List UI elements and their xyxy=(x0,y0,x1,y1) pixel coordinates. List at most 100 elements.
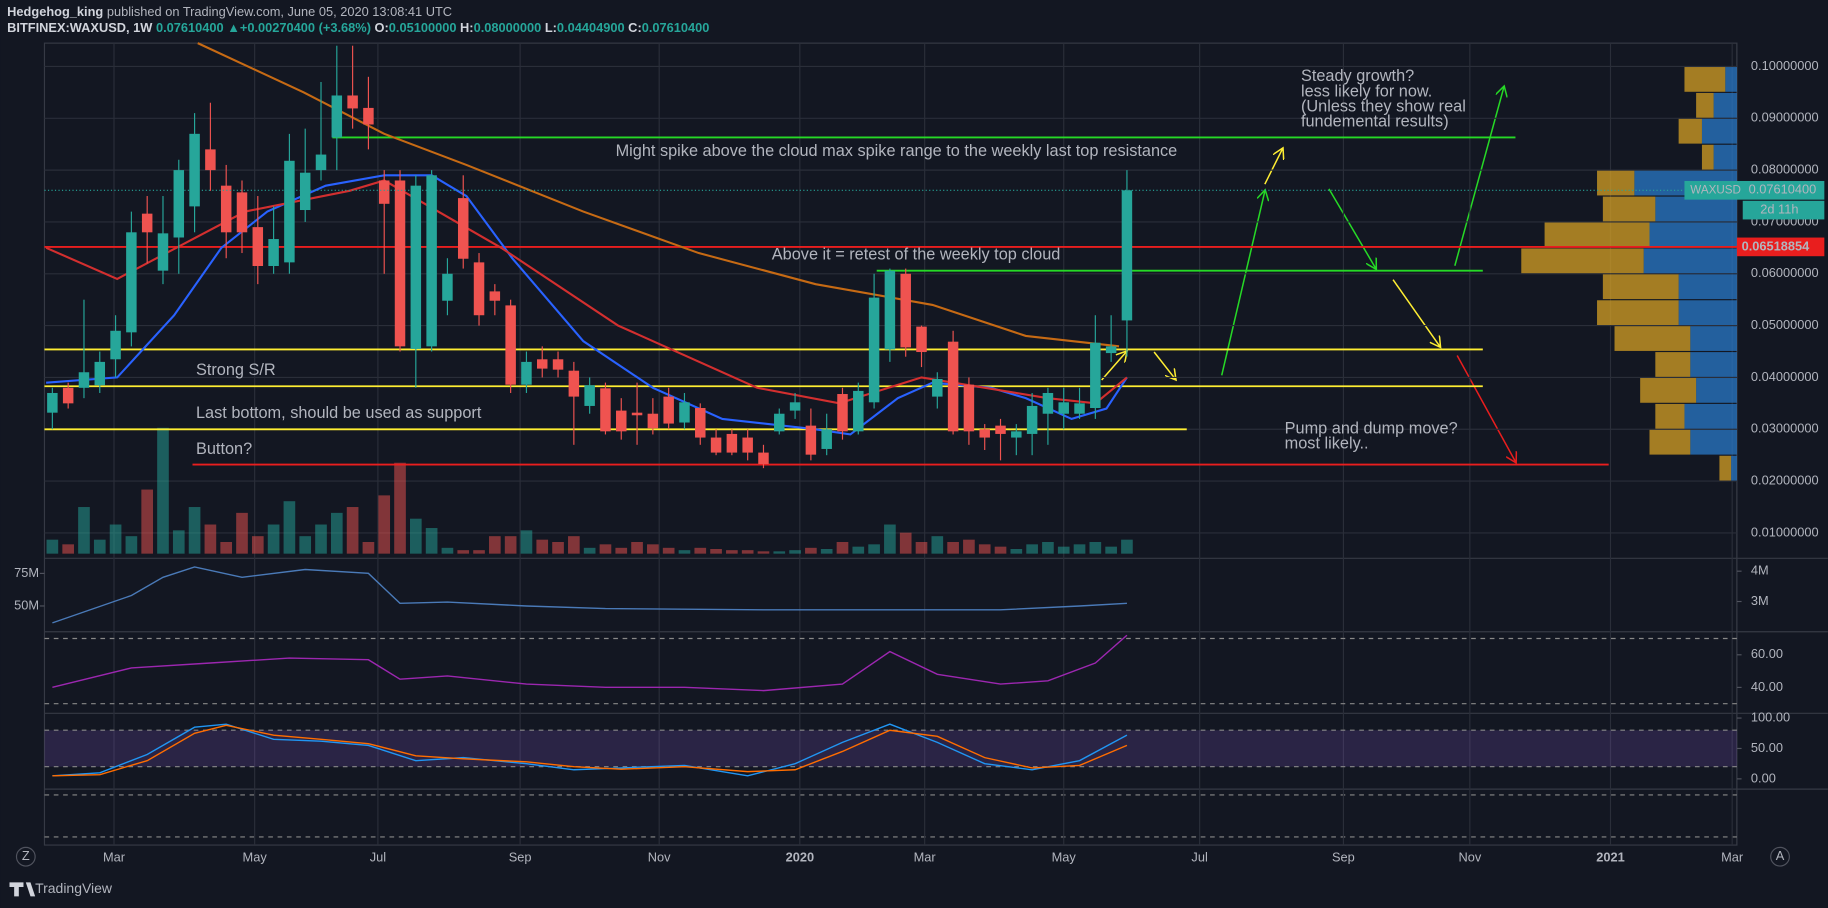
candle-body xyxy=(173,170,185,238)
volume-bar xyxy=(583,547,596,554)
candle-body xyxy=(157,233,169,271)
volume-bar xyxy=(62,544,74,554)
candle-body xyxy=(963,384,975,432)
arrow xyxy=(1101,352,1126,381)
change: ▲+0.00270400 (+3.68%) xyxy=(224,21,375,36)
annotation: (Unless they show real xyxy=(1301,98,1466,116)
annotation: Last bottom, should be used as support xyxy=(196,404,482,422)
volume-bar xyxy=(267,524,280,554)
profile-sell xyxy=(1678,274,1737,300)
volume-bar xyxy=(1073,544,1086,554)
volume-bar xyxy=(536,539,549,554)
x-tick-label: Nov xyxy=(1458,849,1481,864)
volume-bar xyxy=(93,539,106,554)
volume-bar xyxy=(773,551,786,554)
profile-sell xyxy=(1649,222,1737,248)
candle-body xyxy=(1121,190,1133,321)
candle-body xyxy=(853,390,864,432)
volume-bar xyxy=(647,544,659,554)
profile-sell xyxy=(1690,326,1737,351)
profile-sell xyxy=(1713,92,1737,118)
profile-sell xyxy=(1701,118,1737,144)
arrow xyxy=(1328,188,1376,268)
candle-body xyxy=(663,396,674,424)
arrow xyxy=(1456,355,1515,462)
x-tick-label: 2020 xyxy=(786,849,815,864)
profile-buy xyxy=(1684,67,1726,92)
profile-sell xyxy=(1731,455,1737,481)
volume-bar xyxy=(852,546,865,554)
candle-body xyxy=(995,425,1006,434)
annotation: Steady growth? xyxy=(1301,67,1414,85)
candle-body xyxy=(1105,346,1117,354)
volume-bar xyxy=(141,489,154,554)
candle-body xyxy=(394,180,406,347)
indicator-line xyxy=(52,724,1128,777)
profile-sell xyxy=(1690,429,1737,455)
candle-body xyxy=(521,361,532,385)
auto-button[interactable] xyxy=(1770,846,1790,867)
candle-body xyxy=(868,297,880,403)
profile-buy xyxy=(1602,274,1679,300)
annotation: most likely.. xyxy=(1285,434,1369,452)
candle-body xyxy=(220,185,232,233)
profile-buy xyxy=(1655,352,1691,377)
volume-bar xyxy=(662,547,675,554)
volume-bar xyxy=(315,524,327,554)
volume-bar xyxy=(157,427,169,554)
zoom-label[interactable]: Z xyxy=(22,848,30,863)
volume-bar xyxy=(741,550,754,554)
annotation: Strong S/R xyxy=(196,361,276,379)
y-tick-label: 0.09000000 xyxy=(1751,110,1819,125)
candle-body xyxy=(1026,405,1038,434)
profile-buy xyxy=(1678,118,1702,144)
annotation: Above it = retest of the weekly top clou… xyxy=(772,246,1061,264)
volume-bar xyxy=(757,551,770,554)
auto-label[interactable]: A xyxy=(1776,848,1785,863)
y-tick-label: 40.00 xyxy=(1751,679,1783,694)
candle-body xyxy=(552,359,564,370)
volume-bar xyxy=(978,544,991,554)
brand: TradingView xyxy=(35,880,113,896)
candle-body xyxy=(600,388,611,432)
annotation: Pump and dump move? xyxy=(1285,419,1458,437)
volume-bar xyxy=(836,542,849,554)
volume-bar xyxy=(884,524,896,554)
volume-bar xyxy=(441,547,454,554)
level-tag: 0.06518854 xyxy=(1742,238,1811,253)
volume-bar xyxy=(504,536,517,554)
symbol: BITFINEX:WAXUSD, 1W xyxy=(7,21,156,36)
volume-bar xyxy=(283,501,296,554)
h-label: H: xyxy=(456,21,473,36)
volume-bar xyxy=(994,546,1007,554)
arrows xyxy=(1101,87,1516,462)
header-line: Hedgehog_king published on TradingView.c… xyxy=(7,4,452,19)
y-tick-label: 0.10000000 xyxy=(1751,58,1819,73)
volume-bar xyxy=(1089,542,1102,554)
profile-buy xyxy=(1696,92,1714,118)
candle-body xyxy=(979,429,990,438)
volume-bar xyxy=(409,518,422,554)
candle-body xyxy=(236,192,248,233)
candle-body xyxy=(505,305,516,385)
candle-body xyxy=(347,95,358,109)
volume-bar xyxy=(172,530,185,554)
y-tick-label: 0.03000000 xyxy=(1751,421,1819,436)
volume-bar xyxy=(789,550,801,554)
volume-bar xyxy=(1010,548,1023,554)
candle-body xyxy=(1042,392,1054,414)
profile-buy xyxy=(1597,170,1635,196)
candle-body xyxy=(94,361,106,386)
profile-sell xyxy=(1684,403,1737,429)
candle-body xyxy=(284,160,295,263)
zoom-button[interactable] xyxy=(15,846,36,867)
volume-bar xyxy=(631,542,643,554)
candle-body xyxy=(758,452,769,464)
x-tick-label: Nov xyxy=(648,849,671,864)
volume-bar xyxy=(1105,546,1117,554)
y-tick-label: 100.00 xyxy=(1751,709,1790,724)
pane-band xyxy=(44,730,1737,767)
volume-bar xyxy=(615,547,628,554)
